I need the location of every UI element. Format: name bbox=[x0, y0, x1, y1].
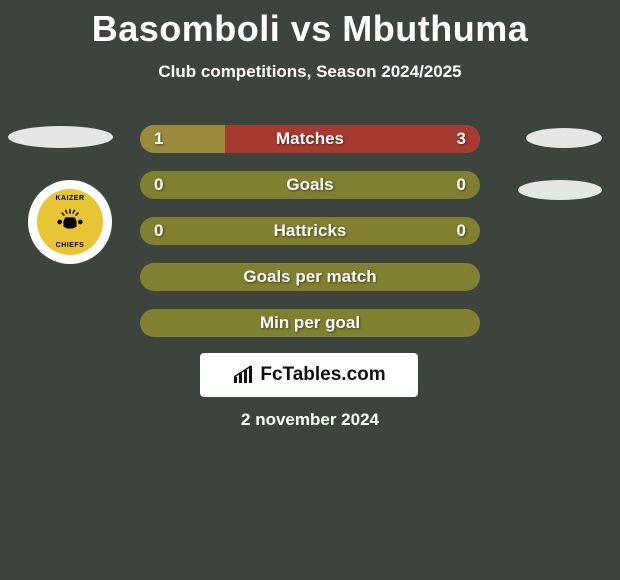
stat-row: 0 Hattricks 0 bbox=[140, 217, 480, 245]
player-silhouette-right-2 bbox=[518, 180, 602, 200]
stat-value-right: 3 bbox=[457, 129, 466, 149]
stat-row: 1 Matches 3 bbox=[140, 125, 480, 153]
stat-label: Matches bbox=[276, 129, 344, 149]
stat-value-right: 0 bbox=[457, 221, 466, 241]
stats-container: 1 Matches 3 0 Goals 0 0 Hattricks 0 Goals per mat… bbox=[140, 125, 480, 355]
player-silhouette-right-1 bbox=[526, 128, 602, 148]
stat-value-left: 1 bbox=[154, 129, 163, 149]
club-badge-inner: KAIZER CHIEFS bbox=[37, 189, 103, 255]
player-silhouette-left bbox=[8, 126, 113, 148]
date-text: 2 november 2024 bbox=[0, 410, 620, 430]
stat-value-right: 0 bbox=[457, 175, 466, 195]
brand-chart-icon bbox=[232, 365, 256, 385]
brand-box[interactable]: FcTables.com bbox=[200, 353, 418, 397]
stat-label: Goals bbox=[286, 175, 333, 195]
brand-text: FcTables.com bbox=[260, 364, 385, 386]
club-badge-head-icon bbox=[56, 208, 84, 236]
stat-row: 0 Goals 0 bbox=[140, 171, 480, 199]
stat-row: Min per goal bbox=[140, 309, 480, 337]
club-badge-top-text: KAIZER bbox=[55, 195, 84, 202]
club-badge: KAIZER CHIEFS bbox=[28, 180, 112, 264]
stat-fill-right bbox=[225, 125, 480, 153]
stat-value-left: 0 bbox=[154, 175, 163, 195]
stat-value-left: 0 bbox=[154, 221, 163, 241]
club-badge-bottom-text: CHIEFS bbox=[56, 242, 85, 249]
page-subtitle: Club competitions, Season 2024/2025 bbox=[0, 62, 620, 82]
page-title: Basomboli vs Mbuthuma bbox=[0, 0, 620, 50]
stat-label: Min per goal bbox=[260, 313, 360, 333]
stat-label: Hattricks bbox=[274, 221, 347, 241]
stat-fill-left bbox=[140, 125, 225, 153]
stat-label: Goals per match bbox=[243, 267, 376, 287]
stat-row: Goals per match bbox=[140, 263, 480, 291]
